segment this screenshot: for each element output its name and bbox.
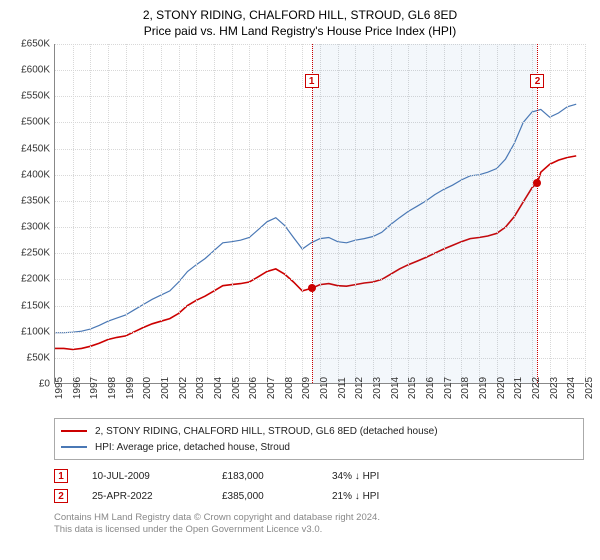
x-tick-label: 2025 (584, 377, 595, 399)
grid-line-v (179, 44, 180, 383)
grid-line-v (285, 44, 286, 383)
sale-delta: 34% ↓ HPI (332, 471, 452, 482)
title-line-2: Price paid vs. HM Land Registry's House … (10, 24, 590, 38)
sale-delta: 21% ↓ HPI (332, 491, 452, 502)
sale-marker: 1 (305, 74, 319, 88)
x-tick-label: 2016 (425, 377, 436, 399)
sale-marker-inline: 1 (54, 469, 68, 483)
sales-table: 1 10-JUL-2009£183,00034% ↓ HPI 2 25-APR-202… (54, 466, 584, 506)
x-tick-label: 2018 (460, 377, 471, 399)
x-tick-label: 2020 (496, 377, 507, 399)
legend-item: 2, STONY RIDING, CHALFORD HILL, STROUD, … (61, 423, 577, 439)
grid-line-v (108, 44, 109, 383)
sale-date: 25-APR-2022 (92, 491, 222, 502)
y-tick-label: £250K (10, 248, 50, 259)
grid-line-v (232, 44, 233, 383)
x-tick-label: 2008 (284, 377, 295, 399)
y-tick-label: £500K (10, 117, 50, 128)
chart-area: 12 1995199619971998199920002001200220032… (10, 44, 590, 414)
footer-line-2: This data is licensed under the Open Gov… (54, 524, 584, 536)
x-tick-label: 2019 (478, 377, 489, 399)
x-tick-label: 1996 (72, 377, 83, 399)
grid-line-v (267, 44, 268, 383)
y-tick-label: £100K (10, 326, 50, 337)
title-line-1: 2, STONY RIDING, CHALFORD HILL, STROUD, … (10, 8, 590, 22)
y-tick-label: £400K (10, 169, 50, 180)
x-tick-label: 2024 (566, 377, 577, 399)
y-tick-label: £450K (10, 143, 50, 154)
sale-date: 10-JUL-2009 (92, 471, 222, 482)
x-tick-label: 1995 (54, 377, 65, 399)
x-tick-label: 1999 (125, 377, 136, 399)
y-tick-label: £50K (10, 352, 50, 363)
grid-line-v (567, 44, 568, 383)
title-block: 2, STONY RIDING, CHALFORD HILL, STROUD, … (10, 8, 590, 38)
chart-container: 2, STONY RIDING, CHALFORD HILL, STROUD, … (0, 0, 600, 560)
x-tick-label: 2012 (354, 377, 365, 399)
x-tick-label: 2017 (443, 377, 454, 399)
sale-line (537, 44, 538, 383)
y-tick-label: £550K (10, 91, 50, 102)
x-tick-label: 2015 (407, 377, 418, 399)
sale-marker-inline: 2 (54, 489, 68, 503)
grid-line-v (249, 44, 250, 383)
sales-row: 1 10-JUL-2009£183,00034% ↓ HPI (54, 466, 584, 486)
x-tick-label: 2010 (319, 377, 330, 399)
legend-item: HPI: Average price, detached house, Stro… (61, 439, 577, 455)
x-tick-label: 2001 (160, 377, 171, 399)
grid-line-v (214, 44, 215, 383)
x-tick-label: 2013 (372, 377, 383, 399)
sale-price: £385,000 (222, 491, 332, 502)
sale-point (533, 179, 541, 187)
x-tick-label: 2011 (337, 377, 348, 399)
grid-line-v (585, 44, 586, 383)
grid-line-v (550, 44, 551, 383)
x-tick-label: 2007 (266, 377, 277, 399)
legend-swatch (61, 430, 87, 432)
sale-point (308, 284, 316, 292)
x-axis: 1995199619971998199920002001200220032004… (54, 388, 584, 414)
x-tick-label: 2002 (178, 377, 189, 399)
legend: 2, STONY RIDING, CHALFORD HILL, STROUD, … (54, 418, 584, 460)
legend-label: 2, STONY RIDING, CHALFORD HILL, STROUD, … (95, 426, 438, 437)
x-tick-label: 2022 (531, 377, 542, 399)
grid-line-v (196, 44, 197, 383)
x-tick-label: 2003 (195, 377, 206, 399)
grid-line-v (90, 44, 91, 383)
x-tick-label: 2000 (142, 377, 153, 399)
y-tick-label: £650K (10, 39, 50, 50)
grid-line-v (161, 44, 162, 383)
y-tick-label: £0 (10, 379, 50, 390)
y-tick-label: £300K (10, 222, 50, 233)
x-tick-label: 2009 (301, 377, 312, 399)
grid-line-v (73, 44, 74, 383)
x-tick-label: 1997 (89, 377, 100, 399)
x-tick-label: 2004 (213, 377, 224, 399)
y-tick-label: £150K (10, 300, 50, 311)
sale-line (312, 44, 313, 383)
grid-line-v (143, 44, 144, 383)
legend-swatch (61, 446, 87, 448)
x-tick-label: 1998 (107, 377, 118, 399)
plot-region: 12 (54, 44, 584, 384)
grid-line-v (302, 44, 303, 383)
x-tick-label: 2014 (390, 377, 401, 399)
footer: Contains HM Land Registry data © Crown c… (54, 512, 584, 537)
x-tick-label: 2006 (248, 377, 259, 399)
grid-line-v (126, 44, 127, 383)
y-tick-label: £350K (10, 195, 50, 206)
x-tick-label: 2021 (513, 377, 524, 399)
y-tick-label: £600K (10, 65, 50, 76)
footer-line-1: Contains HM Land Registry data © Crown c… (54, 512, 584, 524)
legend-label: HPI: Average price, detached house, Stro… (95, 442, 290, 453)
x-tick-label: 2023 (549, 377, 560, 399)
shaded-ownership-region (312, 44, 538, 383)
sale-price: £183,000 (222, 471, 332, 482)
sales-row: 2 25-APR-2022£385,00021% ↓ HPI (54, 486, 584, 506)
x-tick-label: 2005 (231, 377, 242, 399)
sale-marker: 2 (530, 74, 544, 88)
y-tick-label: £200K (10, 274, 50, 285)
